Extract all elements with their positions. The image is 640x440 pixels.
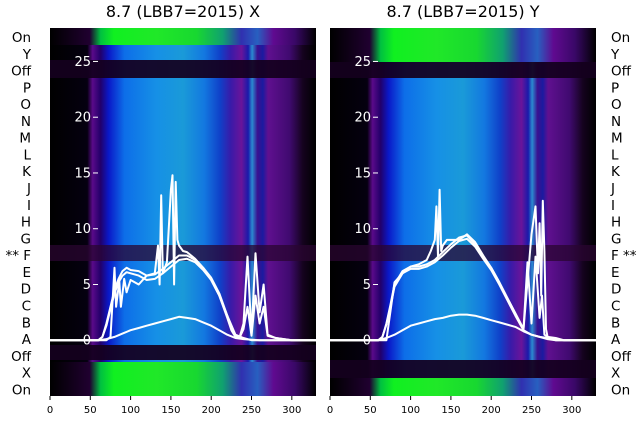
series-line [330, 188, 596, 342]
y-tick-label: 0 [83, 334, 91, 349]
right-row-label: D [611, 282, 621, 298]
left-row-label: P [23, 80, 31, 96]
right-row-label: C [611, 298, 620, 314]
x-tick-label: 250 [242, 405, 261, 416]
panel-x: 8.7 (LBB7=2015) X 0 5 10 15 20 25 0 50 100 150 20… [47, 2, 316, 416]
right-row-label: G [611, 231, 621, 247]
left-row-label: G [21, 231, 31, 247]
y-tick-label: 10 [354, 222, 371, 237]
heatmap-x-dark-band-upper [50, 60, 316, 78]
right-row-label: N [611, 114, 621, 130]
left-row-label: Off [11, 64, 32, 80]
x-tick-label: 50 [364, 405, 377, 416]
heatmap-x-dark-band-lower [50, 345, 316, 360]
left-row-label: L [23, 147, 31, 163]
left-row-label: O [20, 97, 31, 113]
y-tick-label: 15 [74, 166, 91, 181]
panel-y-y-ticks: 0 5 10 15 20 25 [354, 55, 378, 349]
x-tick-label: 100 [401, 405, 420, 416]
panel-x-x-ticks: 0 50 100 150 200 250 300 [47, 396, 301, 416]
left-row-label: C [22, 298, 31, 314]
heatmap-y-dark-band-lower [330, 360, 596, 378]
y-tick-label: 20 [354, 111, 371, 126]
left-row-label: On [12, 382, 31, 398]
right-row-label: B [611, 315, 620, 331]
panel-y-x-ticks: 0 50 100 150 200 250 300 [327, 396, 581, 416]
heatmap-x-bottom-green-band [50, 362, 316, 396]
right-row-label: H [611, 215, 621, 231]
heatmap-y-top-green-band [330, 28, 596, 62]
heatmap-y [330, 28, 596, 396]
right-row-label: On [611, 382, 630, 398]
right-row-label: O [611, 97, 622, 113]
left-row-label: X [22, 366, 31, 382]
x-tick-label: 0 [327, 405, 333, 416]
right-row-label: X [611, 366, 620, 382]
right-row-label: E [611, 265, 620, 281]
left-row-label: On [12, 30, 31, 46]
heatmap-y-dark-band-upper [330, 62, 596, 78]
x-tick-label: 150 [441, 405, 460, 416]
right-row-label: On [611, 30, 630, 46]
x-tick-label: 100 [121, 405, 140, 416]
y-tick-label: 20 [74, 111, 91, 126]
panel-y-title: 8.7 (LBB7=2015) Y [386, 2, 539, 21]
heatmap-x-dark-band-middle [50, 245, 316, 261]
left-row-label: M [19, 131, 31, 147]
right-row-label: F ** [611, 248, 637, 264]
y-tick-label: 5 [363, 278, 371, 293]
right-row-label: I [611, 198, 615, 214]
y-tick-label: 15 [354, 166, 371, 181]
x-tick-label: 150 [161, 405, 180, 416]
panel-x-title: 8.7 (LBB7=2015) X [106, 2, 260, 21]
y-tick-label: 0 [363, 334, 371, 349]
left-row-label: A [22, 332, 32, 348]
x-tick-label: 250 [522, 405, 541, 416]
panel-x-y-ticks: 0 5 10 15 20 25 [74, 55, 98, 349]
x-tick-label: 300 [282, 405, 301, 416]
heatmap-y-dark-band-middle [330, 245, 596, 261]
x-tick-label: 200 [482, 405, 501, 416]
left-row-label: Y [22, 47, 32, 63]
right-row-label: M [611, 131, 623, 147]
panel-y-traces [330, 188, 596, 342]
y-tick-label: 5 [83, 278, 91, 293]
x-tick-label: 200 [202, 405, 221, 416]
right-row-label: Off [611, 349, 632, 365]
right-row-label: J [610, 181, 615, 197]
left-row-label: H [21, 215, 31, 231]
heatmap-x [50, 28, 316, 396]
left-row-label: D [21, 282, 31, 298]
left-row-label: I [27, 198, 31, 214]
y-tick-label: 25 [74, 55, 91, 70]
left-row-label: ** F [5, 248, 31, 264]
right-row-label: L [611, 147, 619, 163]
x-tick-label: 300 [562, 405, 581, 416]
left-row-label: K [22, 164, 32, 180]
panel-y: 8.7 (LBB7=2015) Y 0 5 10 15 20 25 0 50 100 150 20… [327, 2, 596, 416]
right-row-label: P [611, 80, 619, 96]
left-row-label: Off [11, 349, 32, 365]
left-row-label: E [22, 265, 31, 281]
series-line [50, 174, 316, 342]
left-row-label: N [21, 114, 31, 130]
right-row-label: Y [610, 47, 620, 63]
x-tick-label: 0 [47, 405, 53, 416]
panel-x-traces [50, 174, 316, 342]
left-row-label: J [26, 181, 31, 197]
right-row-label: K [611, 164, 621, 180]
heatmap-x-top-green-band [50, 28, 316, 45]
left-row-label: B [22, 315, 31, 331]
y-tick-label: 25 [354, 55, 371, 70]
right-row-label: Off [611, 64, 632, 80]
x-tick-label: 50 [84, 405, 97, 416]
right-row-label: A [611, 332, 621, 348]
y-tick-label: 10 [74, 222, 91, 237]
heatmap-y-bottom-green-band [330, 378, 596, 396]
